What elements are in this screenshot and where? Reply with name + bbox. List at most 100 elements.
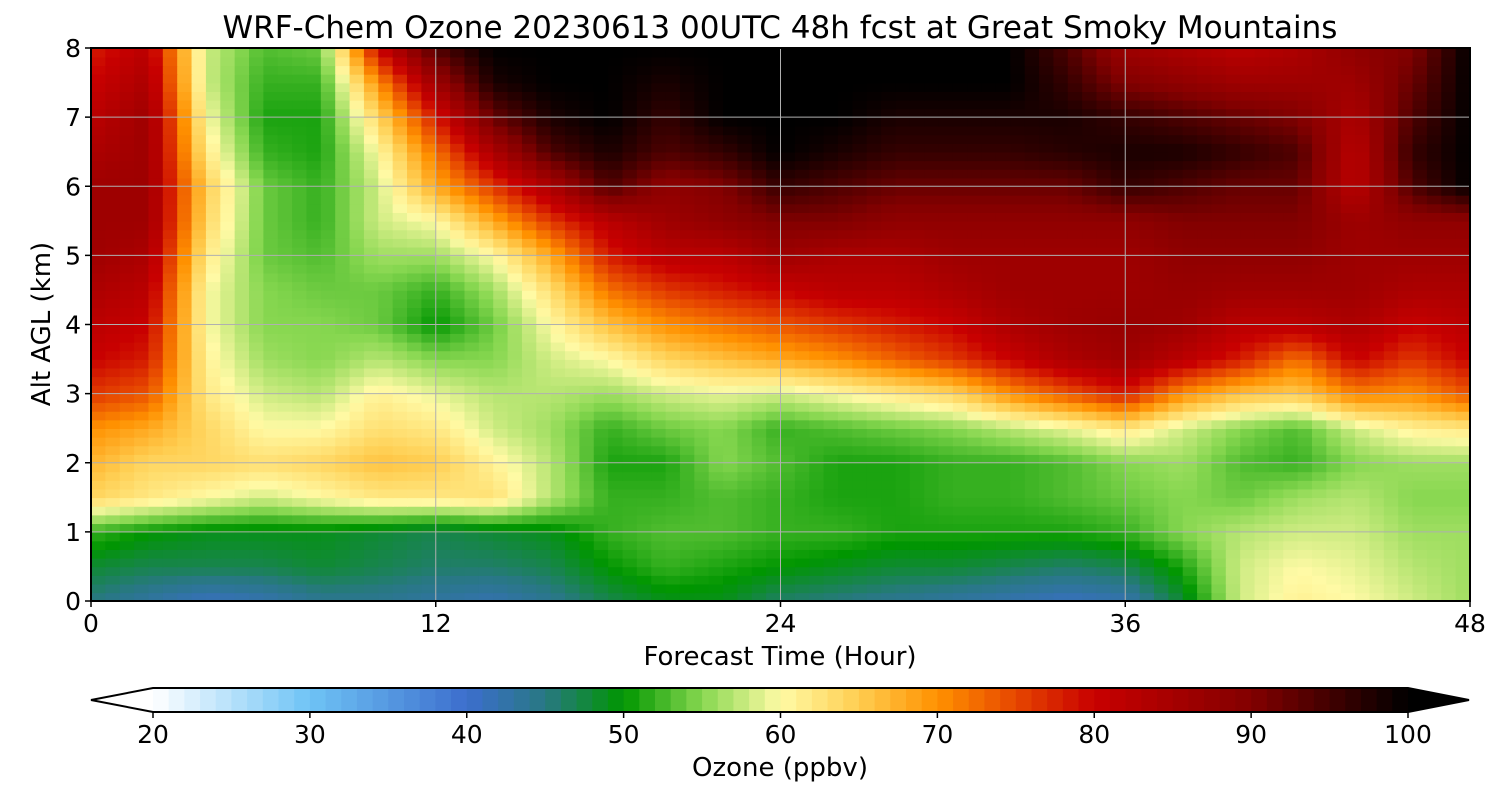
heatmap-cell	[1311, 367, 1328, 378]
heatmap-cell	[493, 359, 509, 369]
heatmap-cell	[550, 272, 566, 283]
heatmap-cell	[1455, 428, 1470, 438]
heatmap-cell	[1082, 194, 1098, 205]
heatmap-cell	[263, 255, 279, 265]
heatmap-cell	[1082, 246, 1098, 257]
heatmap-cell	[249, 229, 265, 239]
heatmap-cell	[708, 229, 724, 239]
heatmap-cell	[636, 350, 653, 360]
heatmap-cell	[435, 289, 451, 300]
heatmap-cell	[1441, 471, 1457, 481]
heatmap-cell	[593, 428, 609, 438]
heatmap-cell	[536, 471, 552, 481]
heatmap-cell	[249, 428, 265, 438]
heatmap-cell	[723, 255, 739, 265]
heatmap-cell	[723, 428, 739, 438]
heatmap-cell	[1053, 333, 1069, 343]
heatmap-cell	[809, 289, 825, 300]
heatmap-cell	[1355, 246, 1371, 257]
heatmap-cell	[1297, 566, 1313, 576]
heatmap-cell	[1240, 549, 1256, 559]
heatmap-cell	[1383, 566, 1399, 576]
heatmap-cell	[794, 583, 811, 594]
heatmap-cell	[622, 514, 638, 525]
heatmap-cell	[378, 454, 394, 464]
heatmap-cell	[292, 428, 308, 438]
heatmap-cell	[1240, 350, 1256, 360]
heatmap-cell	[751, 419, 767, 429]
heatmap-cell	[148, 436, 164, 447]
heatmap-cell	[608, 419, 624, 429]
heatmap-cell	[119, 160, 135, 170]
heatmap-cell	[1082, 557, 1098, 568]
heatmap-cell	[1369, 428, 1385, 438]
heatmap-cell	[651, 367, 667, 378]
heatmap-cell	[1125, 402, 1141, 412]
heatmap-cell	[1110, 333, 1127, 343]
heatmap-cell	[205, 238, 222, 248]
heatmap-cell	[622, 376, 638, 386]
heatmap-cell	[363, 436, 380, 447]
heatmap-cell	[450, 186, 466, 196]
heatmap-cell	[162, 393, 178, 404]
heatmap-cell	[694, 212, 710, 222]
heatmap-cell	[306, 246, 322, 257]
heatmap-cell	[493, 186, 509, 196]
heatmap-cell	[1067, 402, 1083, 412]
heatmap-cell	[1010, 203, 1026, 213]
heatmap-cell	[464, 592, 480, 601]
heatmap-cell	[1326, 168, 1342, 179]
heatmap-cell	[335, 454, 351, 464]
heatmap-cell	[119, 497, 135, 507]
heatmap-cell	[924, 229, 940, 239]
heatmap-cell	[392, 480, 408, 490]
heatmap-cell	[478, 462, 494, 473]
heatmap-cell	[306, 557, 322, 568]
heatmap-cell	[751, 592, 767, 601]
heatmap-cell	[924, 583, 940, 594]
heatmap-cell	[205, 264, 222, 274]
heatmap-cell	[924, 264, 940, 274]
heatmap-cell	[751, 497, 767, 507]
heatmap-cell	[952, 341, 969, 352]
heatmap-cell	[162, 350, 178, 360]
heatmap-cell	[1283, 514, 1299, 525]
heatmap-cell	[794, 480, 811, 490]
heatmap-cell	[1153, 549, 1170, 559]
heatmap-cell	[608, 324, 624, 334]
heatmap-cell	[1096, 454, 1112, 464]
heatmap-cell	[177, 367, 193, 378]
heatmap-cell	[493, 238, 509, 248]
heatmap-cell	[1311, 160, 1328, 170]
heatmap-cell	[435, 367, 451, 378]
heatmap-cell	[335, 514, 351, 525]
heatmap-cell	[1297, 488, 1313, 499]
heatmap-cell	[162, 480, 178, 490]
heatmap-cell	[1125, 151, 1141, 162]
heatmap-cell	[1182, 255, 1198, 265]
heatmap-cell	[579, 523, 595, 533]
heatmap-cell	[952, 324, 969, 334]
heatmap-cell	[421, 428, 437, 438]
heatmap-cell	[335, 315, 351, 326]
heatmap-cell	[435, 281, 451, 291]
heatmap-cell	[1340, 264, 1356, 274]
heatmap-cell	[723, 359, 739, 369]
heatmap-cell	[1283, 264, 1299, 274]
heatmap-cell	[608, 194, 624, 205]
heatmap-cell	[320, 393, 336, 404]
heatmap-cell	[751, 350, 767, 360]
heatmap-cell	[1053, 220, 1069, 231]
heatmap-cell	[1211, 272, 1227, 283]
heatmap-cell	[277, 324, 293, 334]
heatmap-cell	[550, 246, 566, 257]
heatmap-cell	[1197, 480, 1213, 490]
heatmap-cell	[234, 523, 250, 533]
heatmap-cell	[708, 428, 724, 438]
heatmap-cell	[794, 566, 811, 576]
heatmap-cell	[766, 264, 782, 274]
heatmap-cell	[1225, 402, 1241, 412]
heatmap-cell	[1283, 488, 1299, 499]
heatmap-cell	[521, 333, 538, 343]
heatmap-cell	[1412, 212, 1428, 222]
